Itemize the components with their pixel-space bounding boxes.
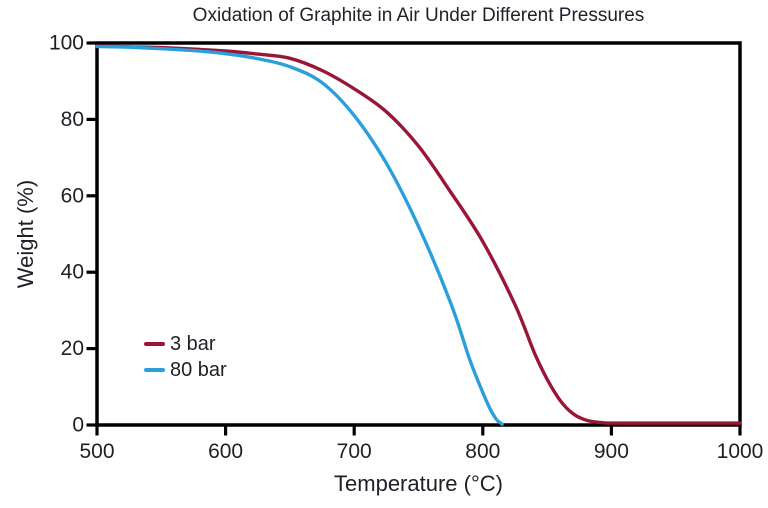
x-tick-label: 500 — [79, 440, 114, 463]
x-tick-label: 1000 — [717, 440, 764, 463]
legend-swatch-3-bar — [144, 342, 165, 346]
plot-frame — [95, 41, 742, 427]
x-tick-label: 600 — [208, 440, 243, 463]
series-line-3-bar — [95, 44, 742, 425]
x-tick-label: 700 — [337, 440, 372, 463]
y-tick-label: 60 — [61, 184, 84, 207]
legend-label-80-bar: 80 bar — [170, 358, 227, 381]
x-tick-label: 800 — [465, 440, 500, 463]
y-tick-label: 100 — [49, 32, 84, 55]
x-axis-title: Temperature (°C) — [334, 471, 503, 496]
legend-label-3-bar: 3 bar — [170, 332, 216, 355]
legend-item-3-bar: 3 bar — [144, 331, 227, 357]
legend: 3 bar 80 bar — [144, 331, 227, 383]
y-tick-label: 40 — [61, 261, 84, 284]
y-tick-label: 20 — [61, 337, 84, 360]
legend-item-80-bar: 80 bar — [144, 357, 227, 383]
y-tick-label: 80 — [61, 108, 84, 131]
series-line-80-bar — [95, 44, 504, 426]
chart-title: Oxidation of Graphite in Air Under Diffe… — [192, 5, 645, 26]
x-tick-label: 900 — [594, 440, 629, 463]
legend-swatch-80-bar — [144, 368, 165, 372]
y-tick-label: 0 — [72, 414, 84, 437]
